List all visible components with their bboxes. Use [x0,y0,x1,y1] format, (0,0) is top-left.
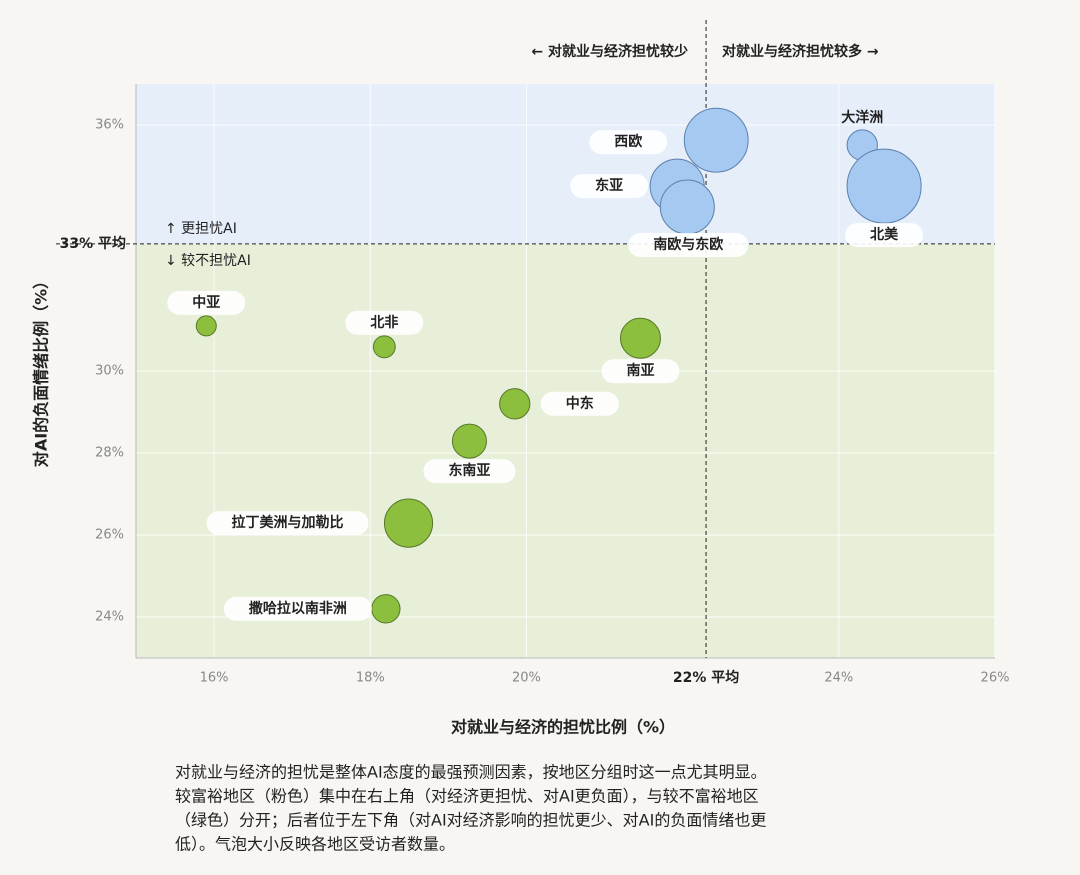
label-pill [601,359,680,384]
upper-region [136,84,995,244]
caption-line: 低）。气泡大小反映各地区受访者数量。 [175,835,455,854]
bubble [371,594,401,624]
point-label-group: 拉丁美洲与加勒比 [206,511,369,536]
x-tick-label: 20% [512,671,541,686]
point-label: 北非 [370,314,398,331]
x-tick-label: 24% [824,671,853,686]
bubble [451,423,487,459]
bubble [195,315,217,337]
point-label: 中东 [566,395,594,412]
point-label: 北美 [870,226,899,243]
point-label-group: 南欧与东欧 [628,233,749,257]
x-tick-label: 16% [200,671,229,686]
bubble [499,388,531,420]
average-label: 33% 平均 [60,235,126,252]
point-label-group: 中东 [540,391,619,416]
point-label: 东南亚 [448,462,490,479]
point-label-group: 中亚 [167,290,246,315]
region-note: ↓ 较不担忧AI [165,253,251,269]
point-label: 撒哈拉以南非洲 [249,600,347,617]
caption-line: （绿色）分开；后者位于左下角（对AI对经济影响的担忧更少、对AI的负面情绪也更 [175,811,766,830]
bubble [619,317,661,359]
y-axis-label: 对AI的负面情绪比例（%） [32,273,51,467]
point-label-group: 东南亚 [423,459,516,484]
point-label-group: 撒哈拉以南非洲 [223,596,372,621]
label-pill [345,310,424,335]
label-pill [540,391,619,416]
caption-line: 较富裕地区（粉色）集中在右上角（对经济更担忧、对AI更负面），与较不富裕地区 [175,787,759,806]
x-tick-label: 18% [356,671,385,686]
y-tick-label: 36% [95,118,124,133]
average-label: 22% 平均 [673,669,739,686]
bubble [383,498,434,548]
label-pill [423,459,516,484]
point-label: 西欧 [614,133,642,150]
y-tick-label: 24% [95,610,124,625]
point-label-group: 北非 [345,310,424,335]
y-tick-label: 26% [95,528,124,543]
x-tick-label: 26% [981,671,1010,686]
lower-region [136,243,995,658]
point-label-group: 南亚 [601,359,680,384]
bubble [372,335,396,359]
bubble [683,107,749,173]
point-label: 南欧与东欧 [653,236,723,253]
point-label: 东亚 [595,177,623,194]
caption-line: 对就业与经济的担忧是整体AI态度的最强预测因素，按地区分组时这一点尤其明显。 [175,763,767,782]
y-tick-label: 28% [95,446,124,461]
label-pill [845,223,924,248]
label-pill [223,596,372,621]
label-pill [589,130,668,155]
bubble [659,179,715,235]
bubble [846,148,922,224]
label-pill [167,290,246,315]
point-label-group: 大洋洲 [841,109,883,126]
point-label-group: 西欧 [589,130,668,155]
x-axis-label: 对就业与经济的担忧比例（%） [451,718,675,737]
point-label: 南亚 [626,362,654,379]
point-label: 中亚 [192,294,220,311]
point-label: 拉丁美洲与加勒比 [232,514,344,531]
point-label-group: 北美 [845,223,924,248]
point-label: 大洋洲 [841,109,883,126]
region-note: ↑ 更担忧AI [165,221,237,237]
label-pill [206,511,369,536]
y-tick-label: 30% [95,364,124,379]
top-left-note: ← 对就业与经济担忧较少 [531,43,688,60]
top-right-note: 对就业与经济担忧较多 → [722,43,879,60]
label-pill [570,174,649,199]
point-label-group: 东亚 [570,174,649,199]
label-pill [628,233,749,257]
